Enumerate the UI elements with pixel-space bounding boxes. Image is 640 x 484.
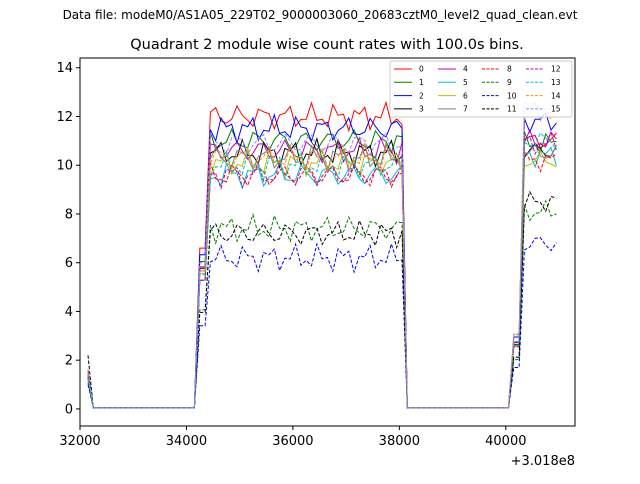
series-line-5	[87, 146, 557, 409]
legend-label: 11	[507, 105, 517, 114]
series-line-6	[87, 146, 557, 409]
legend-label: 1	[419, 78, 424, 87]
legend-label: 4	[463, 65, 468, 74]
series-line-15	[87, 98, 557, 409]
legend-label: 2	[419, 91, 424, 100]
legend-label: 6	[463, 91, 468, 100]
y-tick-label: 10	[56, 159, 73, 174]
x-tick-label: 34000	[166, 434, 207, 449]
series-line-8	[87, 148, 557, 409]
x-tick-label: 36000	[272, 434, 313, 449]
series-line-11	[87, 190, 557, 409]
series-line-10	[87, 237, 557, 409]
y-axis: 0 2 4 6 8 10 12 14	[56, 61, 80, 417]
y-tick-label: 14	[56, 61, 73, 76]
chart-suptitle: Data file: modeM0/AS1A05_229T02_90000030…	[63, 8, 578, 22]
x-tick-label: 38000	[379, 434, 420, 449]
legend-label: 3	[419, 105, 424, 114]
plot-lines	[87, 98, 557, 409]
y-tick-label: 6	[65, 256, 73, 271]
plot-frame	[79, 57, 576, 427]
x-tick-label: 40000	[485, 434, 526, 449]
chart-title: Quadrant 2 module wise count rates with …	[130, 37, 524, 53]
y-tick-label: 8	[65, 207, 73, 222]
legend-label: 0	[419, 65, 424, 74]
series-line-9	[87, 199, 557, 409]
legend-label: 5	[463, 78, 468, 87]
legend-box	[389, 60, 573, 118]
legend-label: 8	[507, 65, 512, 74]
y-tick-label: 4	[65, 305, 73, 320]
x-tick-label: 32000	[59, 434, 100, 449]
series-line-13	[87, 132, 557, 409]
x-axis: 32000 34000 36000 38000 40000	[59, 426, 526, 449]
legend-label: 9	[507, 78, 512, 87]
legend-label: 10	[507, 91, 517, 100]
y-tick-label: 12	[56, 110, 73, 125]
legend-label: 15	[551, 105, 561, 114]
y-tick-label: 2	[65, 354, 73, 369]
series-line-12	[87, 130, 557, 409]
legend-label: 7	[463, 105, 468, 114]
legend-label: 14	[551, 91, 561, 100]
series-line-7	[87, 141, 557, 409]
legend-label: 13	[551, 78, 561, 87]
y-tick-label: 0	[65, 402, 73, 417]
series-line-3	[87, 136, 557, 409]
legend-label: 12	[551, 65, 561, 74]
x-offset-label: +3.018e8	[511, 454, 575, 469]
